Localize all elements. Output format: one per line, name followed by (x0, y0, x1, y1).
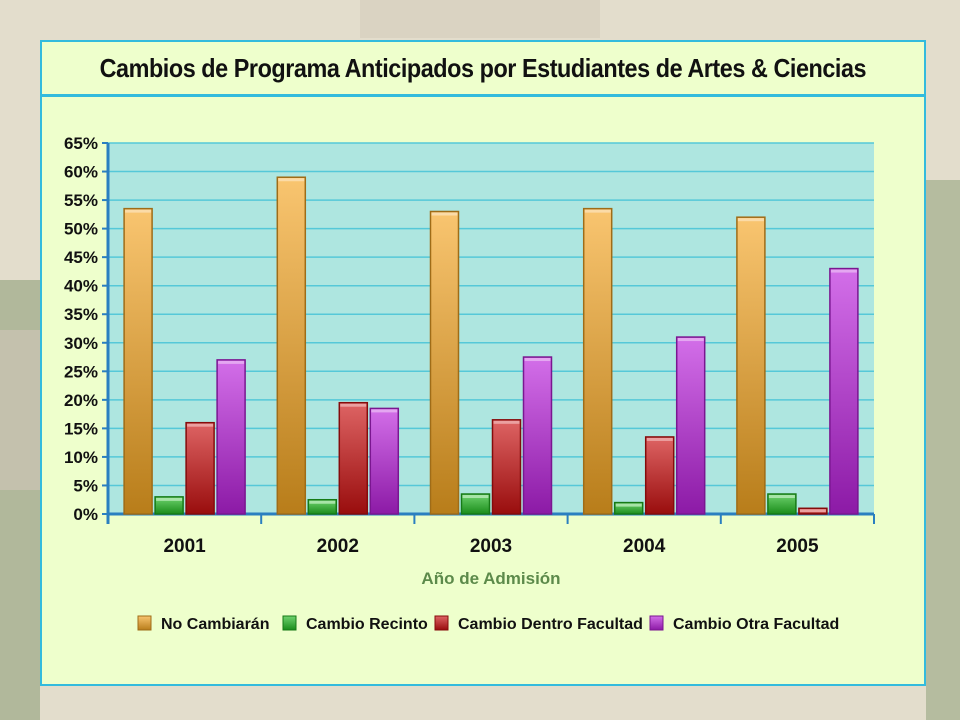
bar-top-highlight (799, 509, 826, 513)
y-tick-label: 30% (64, 334, 98, 353)
bar-top-highlight (278, 178, 305, 182)
bar-top-highlight (125, 209, 152, 213)
y-tick-label: 0% (73, 505, 98, 524)
bar-2001-3 (216, 359, 246, 515)
bar-2001-1 (154, 496, 184, 515)
legend-swatch-0 (137, 615, 152, 631)
legend-swatch-3 (649, 615, 664, 631)
bar-top-highlight (584, 209, 611, 213)
bar-2003-3 (522, 356, 553, 515)
bar-2005-1 (767, 493, 797, 515)
bar-top-highlight (156, 497, 183, 501)
y-tick-label: 15% (64, 419, 98, 438)
y-tick-label: 20% (64, 391, 98, 410)
bar-top-highlight (218, 360, 245, 364)
bar-2004-0 (582, 207, 613, 515)
bar-2003-1 (460, 493, 491, 515)
x-tick-label: 2004 (623, 536, 666, 557)
y-tick-label: 35% (64, 305, 98, 324)
legend-swatch-1 (282, 615, 297, 631)
bar-top-highlight (646, 437, 673, 441)
bar-2003-0 (429, 210, 460, 515)
y-tick-label: 55% (64, 191, 98, 210)
y-tick-label: 5% (73, 476, 98, 495)
bar-top-highlight (524, 358, 551, 362)
title-bar: Cambios de Programa Anticipados por Estu… (42, 42, 924, 97)
bar-top-highlight (830, 269, 857, 273)
legend-swatch-2 (434, 615, 449, 631)
chart-title: Cambios de Programa Anticipados por Estu… (99, 52, 867, 83)
bar-2004-1 (613, 501, 644, 515)
y-tick-label: 45% (64, 248, 98, 267)
legend-label-1: Cambio Recinto (306, 616, 428, 633)
y-tick-label: 10% (64, 448, 98, 467)
bar-top-highlight (768, 495, 795, 499)
bar-2004-3 (675, 336, 706, 515)
bar-2003-2 (491, 419, 522, 515)
bar-top-highlight (462, 495, 489, 499)
bar-top-highlight (615, 503, 642, 507)
x-tick-label: 2002 (317, 536, 359, 557)
bar-2002-2 (338, 401, 369, 515)
x-tick-label: 2005 (776, 536, 819, 557)
y-tick-label: 60% (64, 163, 98, 182)
bar-2005-3 (829, 267, 859, 515)
bar-2001-0 (123, 207, 153, 515)
bar-top-highlight (309, 500, 336, 504)
legend-label-0: No Cambiarán (161, 616, 269, 633)
bar-2004-2 (644, 436, 675, 515)
x-tick-label: 2001 (163, 536, 206, 557)
legend-label-3: Cambio Otra Facultad (673, 616, 839, 633)
bar-2002-0 (276, 176, 307, 515)
x-tick-label: 2003 (470, 536, 512, 557)
bar-top-highlight (431, 212, 458, 216)
bar-top-highlight (737, 218, 764, 222)
bar-2001-2 (185, 421, 215, 515)
bar-top-highlight (187, 423, 214, 427)
bar-top-highlight (677, 338, 704, 342)
bar-top-highlight (493, 420, 520, 424)
legend-label-2: Cambio Dentro Facultad (458, 616, 643, 633)
bar-2005-0 (736, 216, 766, 515)
x-axis-label: Año de Admisión (421, 569, 560, 588)
y-tick-label: 25% (64, 362, 98, 381)
bar-top-highlight (371, 409, 398, 413)
y-tick-label: 40% (64, 277, 98, 296)
y-tick-label: 65% (64, 134, 98, 153)
y-tick-label: 50% (64, 220, 98, 239)
bar-top-highlight (340, 403, 367, 407)
bar-2002-3 (369, 407, 400, 515)
